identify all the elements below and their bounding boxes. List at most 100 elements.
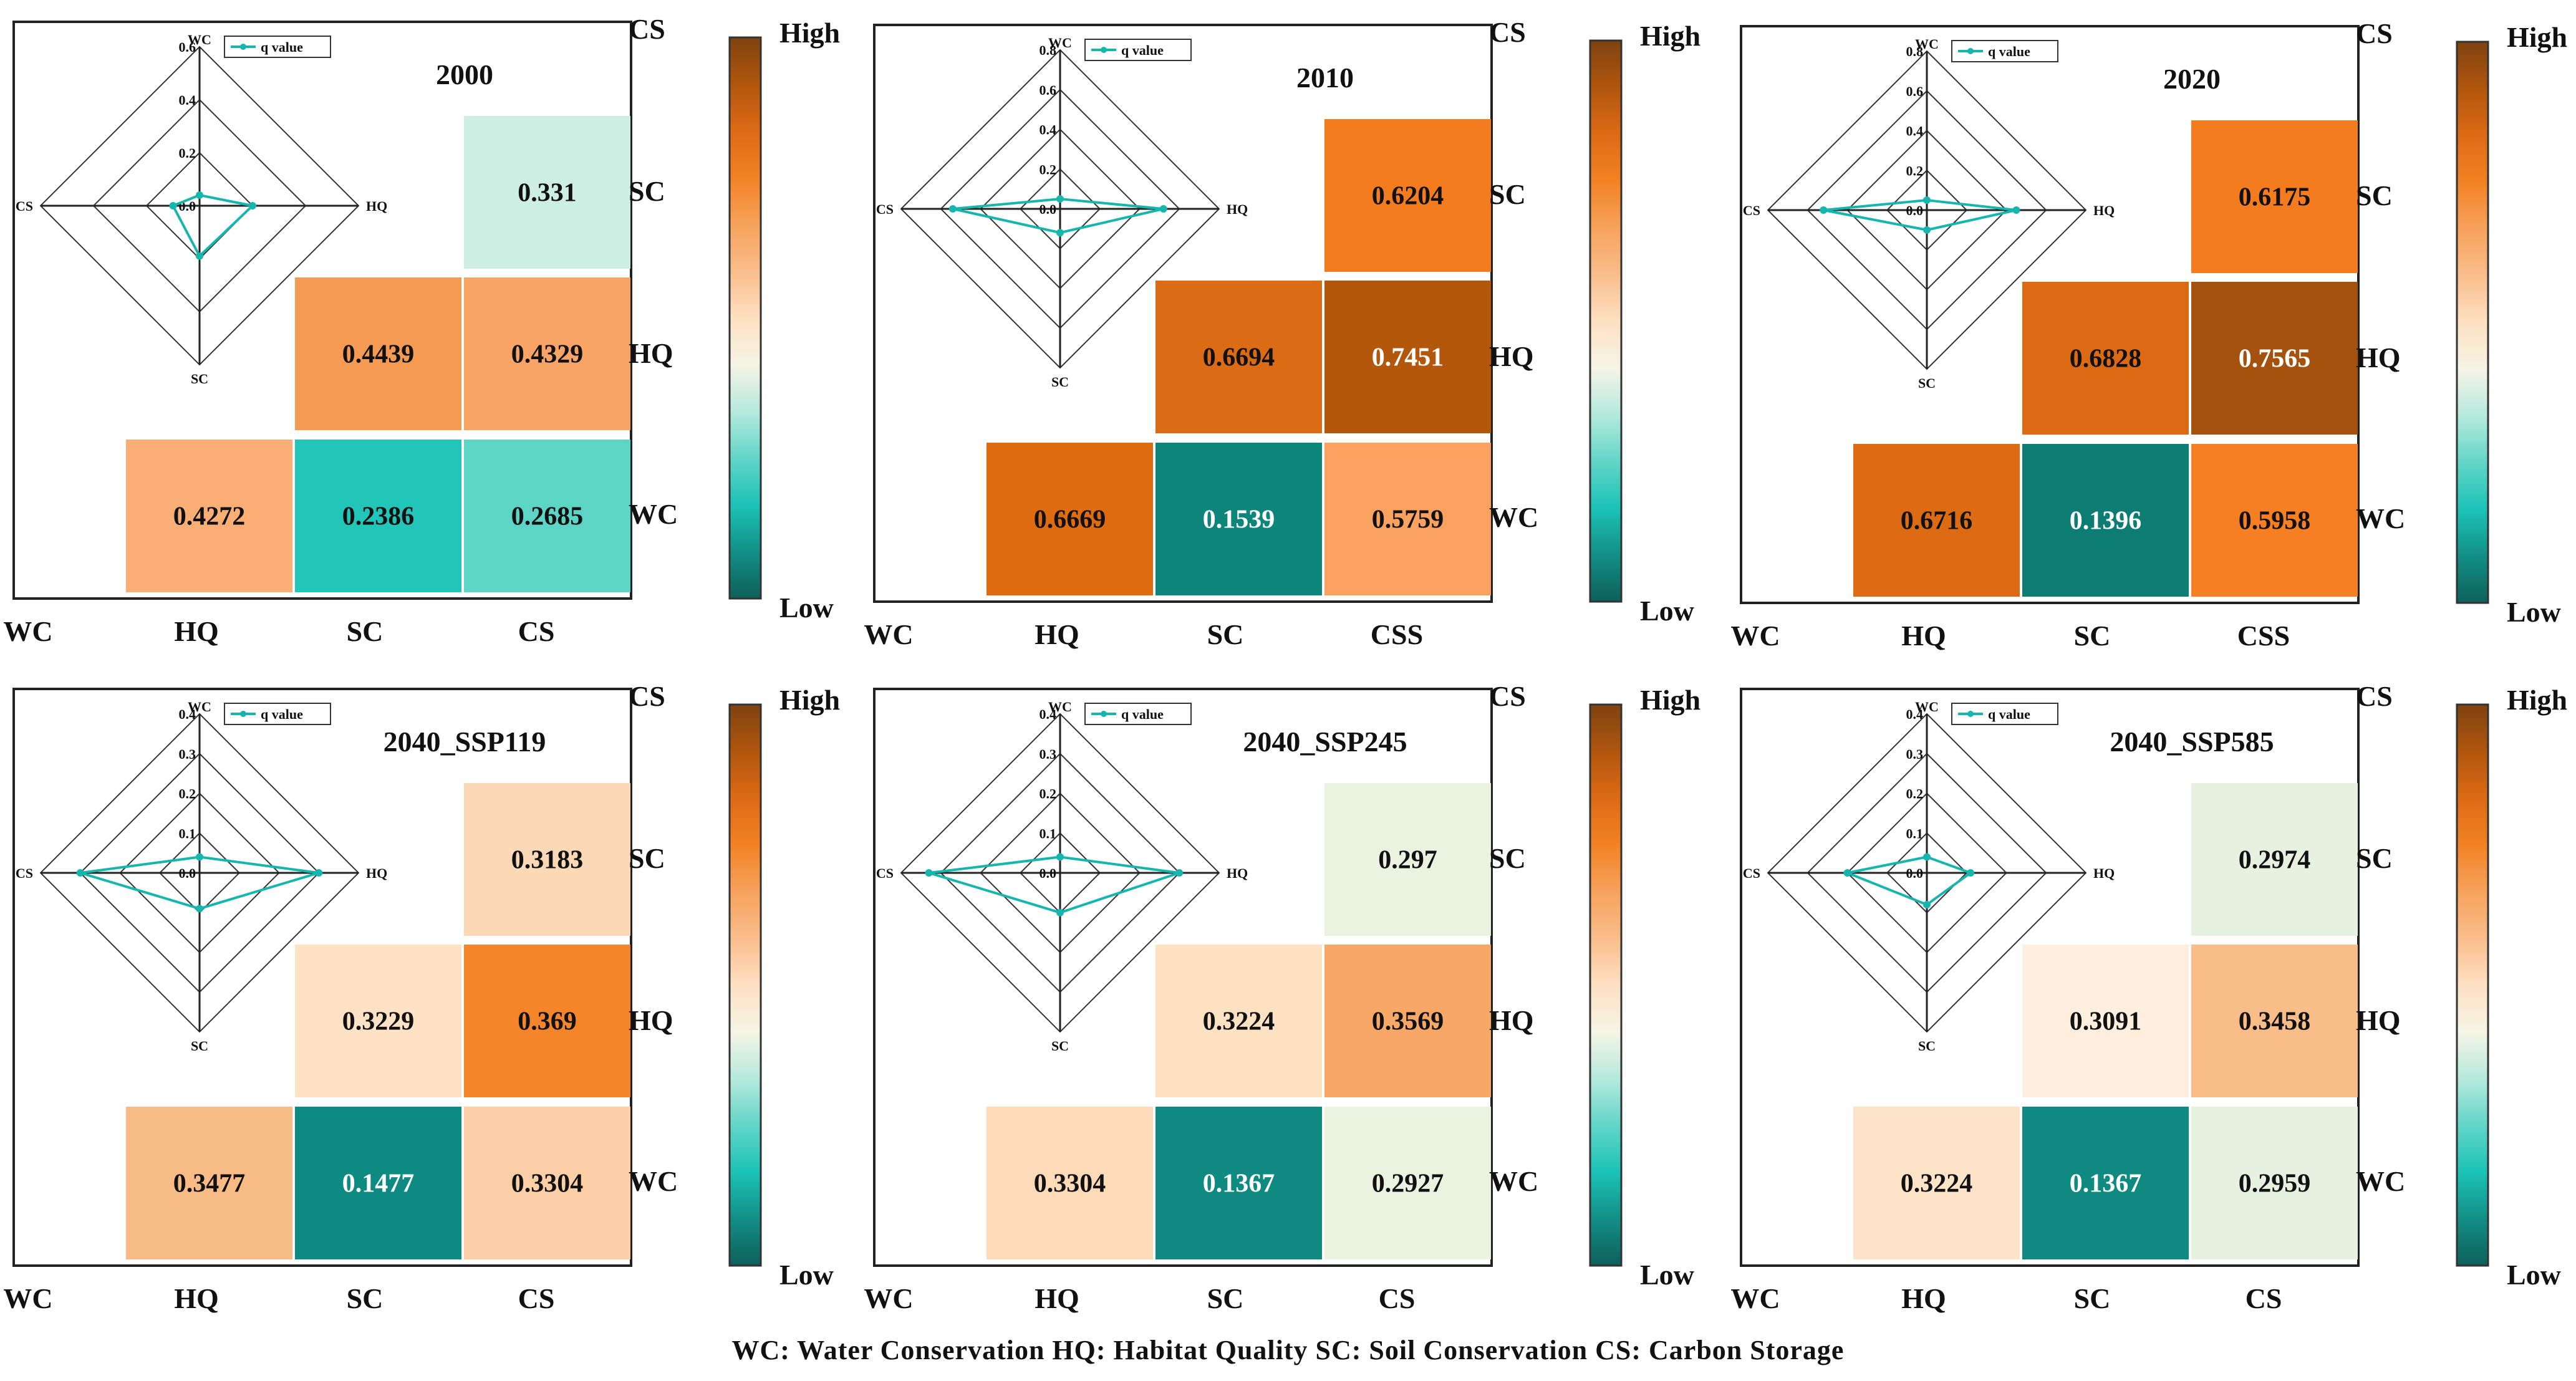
y-tick-label: WC — [1489, 501, 1538, 533]
cell-value-label: 0.1477 — [342, 1170, 415, 1198]
heatmap-cell — [1853, 444, 2020, 597]
radar-legend-box — [224, 703, 331, 725]
x-tick-label: WC — [864, 1282, 913, 1314]
radar-axis-label: CS — [1743, 203, 1760, 218]
x-tick-label: WC — [3, 1282, 52, 1314]
radar-legend-label: q value — [1121, 706, 1164, 722]
radar-point — [948, 205, 957, 213]
x-tick-label: WC — [1730, 1282, 1780, 1314]
radar-axis-label: HQ — [1227, 201, 1248, 217]
cell-value-label: 0.369 — [518, 1008, 577, 1036]
heatmap-cell — [2191, 945, 2358, 1097]
heatmap-cell — [2191, 282, 2358, 435]
radar-axis-label: WC — [188, 699, 211, 715]
radar-axis-label: WC — [1048, 35, 1072, 51]
cell-value-label: 0.3183 — [511, 846, 584, 875]
heatmap-cell — [1324, 945, 1491, 1097]
radar-tick-label: 0.4 — [179, 92, 196, 108]
radar-point — [1056, 229, 1064, 237]
radar-axis-label: WC — [1048, 699, 1072, 715]
colorbar-high-label: High — [779, 684, 840, 716]
panel-title: 2040_SSP585 — [2110, 726, 2274, 758]
radar-axis-label: WC — [1915, 699, 1939, 715]
radar-point — [2012, 206, 2020, 214]
radar-point — [1967, 869, 1975, 877]
heatmap-cell — [464, 1107, 630, 1259]
x-tick-label: HQ — [1901, 620, 1946, 652]
colorbar-high-label: High — [1640, 20, 1700, 52]
colorbar — [728, 36, 762, 600]
colorbar-high-label: High — [2507, 684, 2567, 716]
y-tick-label: SC — [1489, 178, 1526, 210]
radar-legend-label: q value — [1988, 706, 2030, 722]
panel-2000: 0.331 0.4439 0.4329 0.4272 0.2386 0.2685 2000 W… — [3, 13, 840, 647]
heatmap-cell — [1155, 945, 1322, 1097]
radar-point — [1923, 853, 1931, 861]
radar-point — [249, 202, 256, 209]
radar-tick-label: 0.2 — [179, 145, 196, 161]
radar-axis-label: HQ — [366, 865, 387, 881]
heatmap-cell — [1155, 1107, 1322, 1259]
heatmap-cell — [464, 945, 630, 1097]
radar-tick-label: 0.2 — [1040, 786, 1057, 802]
radar-tick-label: 0.2 — [179, 786, 196, 802]
radar-point — [196, 252, 203, 260]
y-tick-label: SC — [1489, 842, 1526, 874]
heatmap-cell — [2022, 444, 2189, 597]
radar-tick-label: 0.2 — [1906, 163, 1924, 178]
cell-value-label: 0.4272 — [173, 503, 246, 531]
panel-frame — [873, 688, 1493, 1267]
radar-tick-label: 0.0 — [1040, 865, 1057, 881]
radar-tick-label: 0.4 — [179, 706, 196, 722]
radar-axis-label: CS — [876, 201, 894, 217]
y-tick-label: CS — [1489, 680, 1526, 712]
heatmap-cell — [987, 1107, 1153, 1259]
radar-axis-label: CS — [16, 865, 33, 881]
x-tick-label: SC — [347, 1282, 384, 1314]
cell-value-label: 0.331 — [518, 179, 577, 208]
cell-value-label: 0.3304 — [511, 1170, 584, 1198]
x-tick-label: HQ — [1035, 618, 1079, 650]
radar-tick-label: 0.3 — [1906, 746, 1924, 762]
colorbar-low-label: Low — [779, 1259, 834, 1291]
y-tick-label: CS — [2356, 680, 2393, 712]
heatmap-cell — [2022, 282, 2189, 435]
cell-value-label: 0.6669 — [1034, 506, 1106, 534]
heatmap-cell — [1853, 1107, 2020, 1259]
radar-tick-label: 0.2 — [1040, 161, 1057, 177]
radar-point — [1175, 869, 1184, 877]
heatmap-cell — [464, 277, 630, 430]
radar-tick-label: 0.0 — [179, 865, 196, 881]
x-tick-label: SC — [2074, 1282, 2111, 1314]
cell-value-label: 0.1367 — [2070, 1170, 2142, 1198]
radar-tick-label: 0.4 — [1906, 123, 1924, 139]
cell-value-label: 0.7451 — [1372, 344, 1444, 372]
radar-legend-label: q value — [261, 39, 303, 55]
radar-point — [169, 202, 177, 209]
radar-point — [196, 853, 203, 861]
heatmap-cell — [2191, 444, 2358, 597]
cell-value-label: 0.2386 — [342, 503, 415, 531]
cell-value-label: 0.4329 — [511, 340, 584, 369]
panel-2040_SSP245: 0.297 0.3224 0.3569 0.3304 0.1367 0.2927 2040_… — [864, 680, 1700, 1314]
heatmap-cell — [1324, 443, 1491, 595]
colorbar — [2456, 41, 2489, 604]
colorbar — [2456, 703, 2489, 1267]
radar-legend-label: q value — [1121, 42, 1164, 58]
radar-axis-label: SC — [1918, 1038, 1936, 1054]
y-tick-label: WC — [629, 498, 678, 530]
radar-tick-label: 0.0 — [1906, 203, 1924, 218]
y-tick-label: CS — [1489, 16, 1526, 48]
radar-legend-marker — [1967, 48, 1974, 54]
panel-title: 2040_SSP119 — [384, 726, 546, 758]
x-tick-label: SC — [2074, 620, 2111, 652]
cell-value-label: 0.5958 — [2239, 507, 2311, 536]
y-tick-label: SC — [2356, 180, 2393, 211]
heatmap-cell — [295, 440, 461, 592]
colorbar-low-label: Low — [1640, 595, 1694, 627]
y-tick-label: SC — [629, 842, 665, 874]
x-tick-label: HQ — [174, 615, 219, 647]
radar-tick-label: 0.4 — [1040, 122, 1057, 138]
y-tick-label: CS — [2356, 17, 2393, 49]
